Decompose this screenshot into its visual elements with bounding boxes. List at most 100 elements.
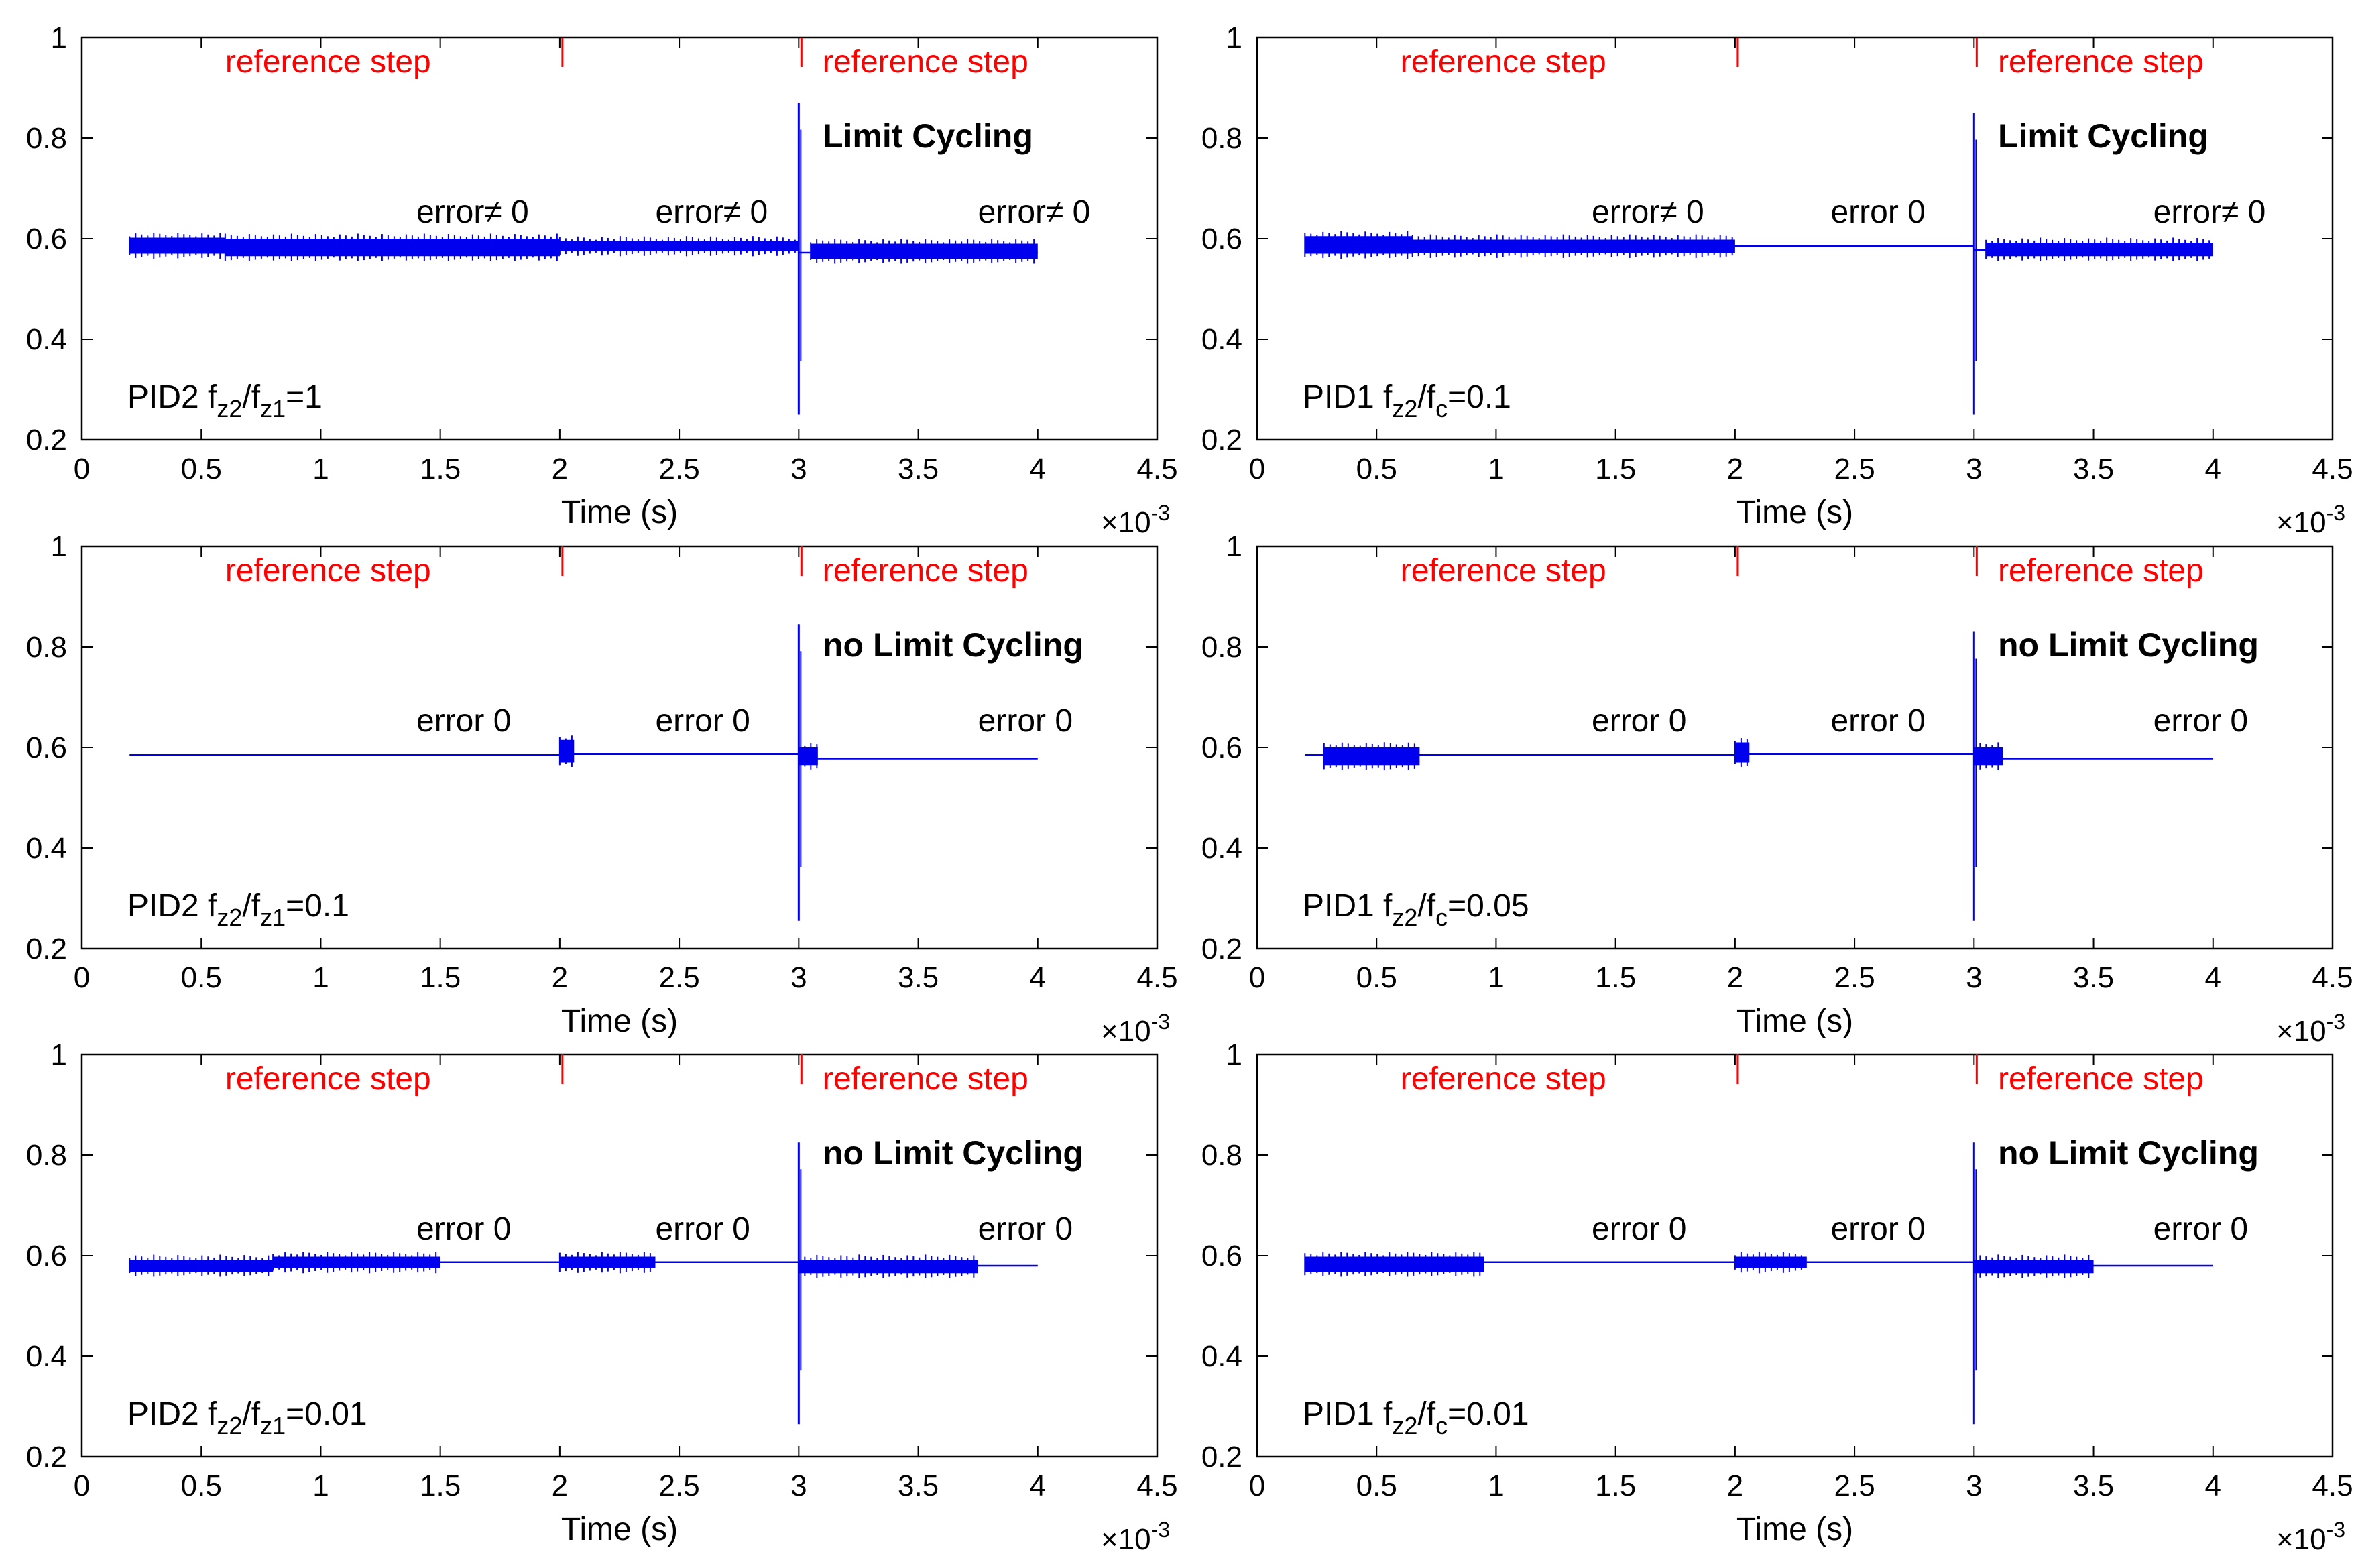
y-tick-label: 0.6 bbox=[26, 223, 67, 255]
x-tick-label: 1.5 bbox=[1595, 1469, 1636, 1502]
x-tick-label: 1 bbox=[1488, 453, 1504, 485]
x-tick-label: 3.5 bbox=[898, 1469, 939, 1502]
reference-step-label-1: reference step bbox=[1401, 44, 1606, 80]
x-exponent-power: -3 bbox=[1151, 501, 1170, 525]
x-exponent-power: -3 bbox=[1151, 1010, 1170, 1034]
x-tick-label: 2.5 bbox=[659, 1469, 700, 1502]
x-tick-label: 1 bbox=[312, 453, 329, 485]
y-tick-label: 0.6 bbox=[1201, 1240, 1242, 1272]
oscillation-band bbox=[1734, 742, 1750, 763]
oscillation-band bbox=[1305, 1256, 1484, 1272]
panel-label-prefix: PID2 f bbox=[127, 379, 217, 415]
x-tick-label: 2 bbox=[552, 961, 568, 994]
y-tick-label: 0.4 bbox=[1201, 1340, 1242, 1373]
panel-label-sub1: z2 bbox=[217, 395, 242, 422]
x-tick-label: 4.5 bbox=[2312, 961, 2353, 994]
series-group bbox=[1304, 1142, 2213, 1425]
y-tick-label: 0.6 bbox=[1201, 223, 1242, 255]
error-label-1: error≠ 0 bbox=[1592, 194, 1704, 230]
x-tick-label: 4.5 bbox=[1136, 961, 1177, 994]
panel-label-mid: /f bbox=[242, 379, 260, 415]
y-tick-label: 0.4 bbox=[26, 1340, 67, 1373]
y-tick-label: 0.2 bbox=[1201, 932, 1242, 965]
x-tick-label: 0.5 bbox=[181, 453, 222, 485]
x-tick-label: 4.5 bbox=[1136, 1469, 1177, 1502]
oscillation-band bbox=[559, 739, 575, 763]
x-tick-label: 3.5 bbox=[2073, 453, 2114, 485]
x-tick-label: 0 bbox=[74, 961, 90, 994]
x-exponent: ×10-3 bbox=[1101, 1010, 1170, 1048]
series-group bbox=[129, 103, 1038, 415]
x-tick-label: 2 bbox=[552, 453, 568, 485]
error-label-2: error 0 bbox=[1830, 703, 1925, 739]
reference-step-label-1: reference step bbox=[1401, 1061, 1606, 1097]
oscillation-band bbox=[1986, 243, 2213, 257]
y-tick-label: 0.2 bbox=[26, 1441, 67, 1473]
reference-step-label-2: reference step bbox=[1998, 44, 2204, 80]
error-label-3: error≠ 0 bbox=[978, 194, 1091, 230]
x-tick-label: 0 bbox=[1249, 1469, 1265, 1502]
y-tick-label: 1 bbox=[1226, 1038, 1242, 1071]
panel-label-prefix: PID1 f bbox=[1303, 1396, 1393, 1432]
x-tick-label: 2.5 bbox=[659, 961, 700, 994]
error-label-1: error 0 bbox=[1592, 1211, 1686, 1247]
oscillation-band bbox=[225, 239, 560, 257]
panel-label: PID2 fz2/fz1=1 bbox=[127, 379, 322, 422]
oscillation-band bbox=[129, 1260, 274, 1272]
panel-label-sub1: z2 bbox=[1392, 1412, 1417, 1439]
y-tick-label: 1 bbox=[51, 530, 67, 563]
x-tick-label: 4 bbox=[2205, 961, 2221, 994]
x-exponent-base: ×10 bbox=[2276, 506, 2326, 539]
error-label-3: error 0 bbox=[2154, 703, 2248, 739]
y-tick-label: 0.8 bbox=[26, 122, 67, 155]
panel-label-sub2: c bbox=[1435, 904, 1448, 931]
y-tick-label: 0.2 bbox=[26, 424, 67, 457]
subplot-3: 0 0.5 1 1.5 2 2.5 3 3.5 4 4.5 0.2 0.4 0.6 0.8 1 Time (s… bbox=[26, 530, 1178, 1048]
panel-label-suffix: =0.01 bbox=[286, 1396, 367, 1432]
panel-label: PID1 fz2/fc=0.01 bbox=[1303, 1396, 1529, 1439]
reference-step-label-1: reference step bbox=[225, 1061, 431, 1097]
x-tick-label: 2.5 bbox=[1834, 961, 1875, 994]
panel-label-sub2: z1 bbox=[260, 395, 286, 422]
x-axis-label: Time (s) bbox=[561, 1004, 678, 1039]
x-tick-label: 4.5 bbox=[1136, 453, 1177, 485]
panel-label: PID2 fz2/fz1=0.01 bbox=[127, 1396, 367, 1439]
limit-cycling-label: Limit Cycling bbox=[1998, 117, 2208, 155]
y-tick-label: 1 bbox=[51, 21, 67, 54]
x-tick-label: 0 bbox=[74, 453, 90, 485]
x-exponent-base: ×10 bbox=[1101, 1015, 1151, 1048]
x-axis-label: Time (s) bbox=[1736, 1512, 1853, 1547]
subplot-6: 0 0.5 1 1.5 2 2.5 3 3.5 4 4.5 0.2 0.4 0.6 0.8 1 Time (s… bbox=[1201, 1038, 2353, 1556]
x-tick-label: 2.5 bbox=[659, 453, 700, 485]
oscillation-band bbox=[799, 747, 818, 766]
x-tick-label: 0.5 bbox=[1356, 453, 1397, 485]
x-tick-label: 3 bbox=[1966, 453, 1982, 485]
y-tick-label: 0.6 bbox=[26, 731, 67, 764]
x-tick-label: 4 bbox=[2205, 1469, 2221, 1502]
oscillation-band bbox=[799, 1260, 978, 1274]
x-tick-label: 1.5 bbox=[420, 961, 461, 994]
error-label-3: error≠ 0 bbox=[2154, 194, 2266, 230]
y-tick-label: 1 bbox=[1226, 21, 1242, 54]
x-exponent: ×10-3 bbox=[2276, 501, 2345, 539]
x-tick-label: 3 bbox=[1966, 1469, 1982, 1502]
x-tick-label: 3 bbox=[1966, 961, 1982, 994]
reference-step-label-1: reference step bbox=[1401, 553, 1606, 589]
error-label-2: error 0 bbox=[1830, 194, 1925, 230]
x-tick-label: 3.5 bbox=[898, 453, 939, 485]
series-group bbox=[129, 624, 1038, 921]
panel-label: PID1 fz2/fc=0.05 bbox=[1303, 888, 1529, 931]
reference-step-label-2: reference step bbox=[823, 1061, 1028, 1097]
y-tick-label: 0.4 bbox=[26, 832, 67, 865]
error-label-2: error 0 bbox=[655, 703, 750, 739]
limit-cycling-label: no Limit Cycling bbox=[1998, 1134, 2259, 1172]
x-tick-label: 4 bbox=[1030, 1469, 1046, 1502]
x-tick-label: 2 bbox=[552, 1469, 568, 1502]
x-tick-label: 3 bbox=[790, 453, 807, 485]
x-tick-label: 0.5 bbox=[181, 961, 222, 994]
x-tick-label: 1.5 bbox=[1595, 453, 1636, 485]
oscillation-band bbox=[273, 1256, 440, 1268]
panel-label-prefix: PID2 f bbox=[127, 888, 217, 924]
limit-cycling-label: no Limit Cycling bbox=[823, 1134, 1083, 1172]
